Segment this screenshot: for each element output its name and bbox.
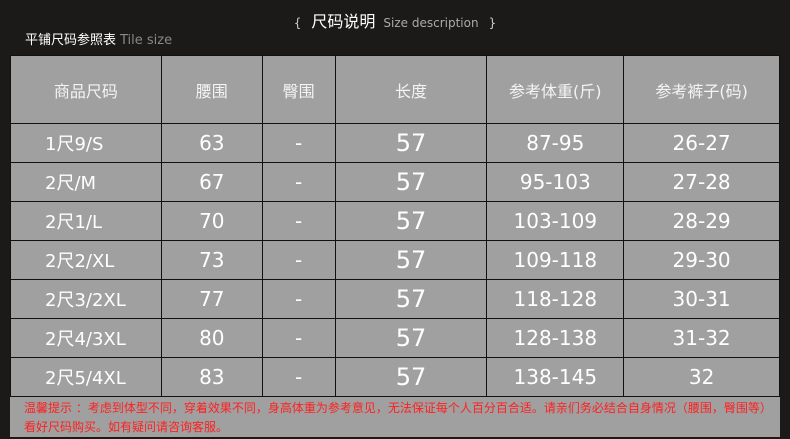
table-cell: 26-27 xyxy=(623,123,780,163)
table-cell: 2尺4/3XL xyxy=(10,318,162,358)
table-cell: 138-145 xyxy=(486,357,625,397)
table-cell: 2尺/M xyxy=(10,162,162,202)
table-cell: - xyxy=(261,318,336,358)
table-cell: - xyxy=(261,201,336,241)
table-cell: 80 xyxy=(160,318,263,358)
table-cell: 2尺1/L xyxy=(10,201,162,241)
table-cell: 95-103 xyxy=(486,162,625,202)
table-row: 2尺3/2XL 77-57 118-128 30-31 xyxy=(10,279,780,319)
table-cell: 57 xyxy=(334,162,488,202)
column-header: 商品尺码 xyxy=(10,55,162,124)
table-cell: 57 xyxy=(334,279,488,319)
table-cell: 77 xyxy=(160,279,263,319)
table-row: 2尺5/4XL 83-57 138-145 32 xyxy=(10,357,780,397)
table-cell: - xyxy=(261,357,336,397)
table-cell: 57 xyxy=(334,201,488,241)
table-cell: 83 xyxy=(160,357,263,397)
table-cell: 73 xyxy=(160,240,263,280)
column-header: 腰围 xyxy=(160,55,263,124)
table-cell: 67 xyxy=(160,162,263,202)
brace-open: { xyxy=(293,16,302,30)
table-cell: 63 xyxy=(160,123,263,163)
column-header: 参考体重(斤) xyxy=(486,55,625,124)
subtitle: 平铺尺码参照表 Tile size xyxy=(25,29,172,48)
table-cell: 57 xyxy=(334,357,488,397)
header-row: 商品尺码 腰围 臀围 长度 参考体重(斤) 参考裤子(码) xyxy=(10,55,780,124)
size-note: 温馨提示 ：考虑到体型不同，穿着效果不同，身高体重为参考意见，无法保证每个人百分… xyxy=(10,397,780,437)
table-cell: 57 xyxy=(334,123,488,163)
table-cell: - xyxy=(261,240,336,280)
table-cell: 31-32 xyxy=(623,318,780,358)
size-table: 商品尺码 腰围 臀围 长度 参考体重(斤) 参考裤子(码) 1尺9/S 63-57 87-95… xyxy=(10,55,780,397)
table-cell: 32 xyxy=(623,357,780,397)
table-cell: 1尺9/S xyxy=(10,123,162,163)
title-cn: 尺码说明 xyxy=(311,12,376,31)
table-cell: 70 xyxy=(160,201,263,241)
table-row: 2尺1/L 70-57 103-109 28-29 xyxy=(10,201,780,241)
table-cell: - xyxy=(261,123,336,163)
table-cell: 2尺3/2XL xyxy=(10,279,162,319)
subtitle-en: Tile size xyxy=(120,33,173,48)
column-header: 参考裤子(码) xyxy=(623,55,780,124)
subtitle-cn: 平铺尺码参照表 xyxy=(25,33,117,48)
page-title: { 尺码说明 Size description} xyxy=(0,8,790,32)
table-cell: 103-109 xyxy=(486,201,625,241)
table-cell: 57 xyxy=(334,318,488,358)
table-cell: - xyxy=(261,162,336,202)
table-cell: 87-95 xyxy=(486,123,625,163)
table-cell: 2尺2/XL xyxy=(10,240,162,280)
column-header: 臀围 xyxy=(261,55,336,124)
table-cell: 27-28 xyxy=(623,162,780,202)
table-cell: 128-138 xyxy=(486,318,625,358)
table-cell: 30-31 xyxy=(623,279,780,319)
table-cell: 29-30 xyxy=(623,240,780,280)
table-cell: 28-29 xyxy=(623,201,780,241)
table-row: 2尺/M 67-57 95-103 27-28 xyxy=(10,162,780,202)
table-cell: 2尺5/4XL xyxy=(10,357,162,397)
column-header: 长度 xyxy=(334,55,488,124)
table-cell: 57 xyxy=(334,240,488,280)
table-cell: 109-118 xyxy=(486,240,625,280)
table-row: 1尺9/S 63-57 87-95 26-27 xyxy=(10,123,780,163)
table-cell: - xyxy=(261,279,336,319)
table-cell: 118-128 xyxy=(486,279,625,319)
title-en: Size description xyxy=(383,16,479,30)
brace-close: } xyxy=(488,16,497,30)
table-row: 2尺2/XL 73-57 109-118 29-30 xyxy=(10,240,780,280)
table-row: 2尺4/3XL 80-57 128-138 31-32 xyxy=(10,318,780,358)
